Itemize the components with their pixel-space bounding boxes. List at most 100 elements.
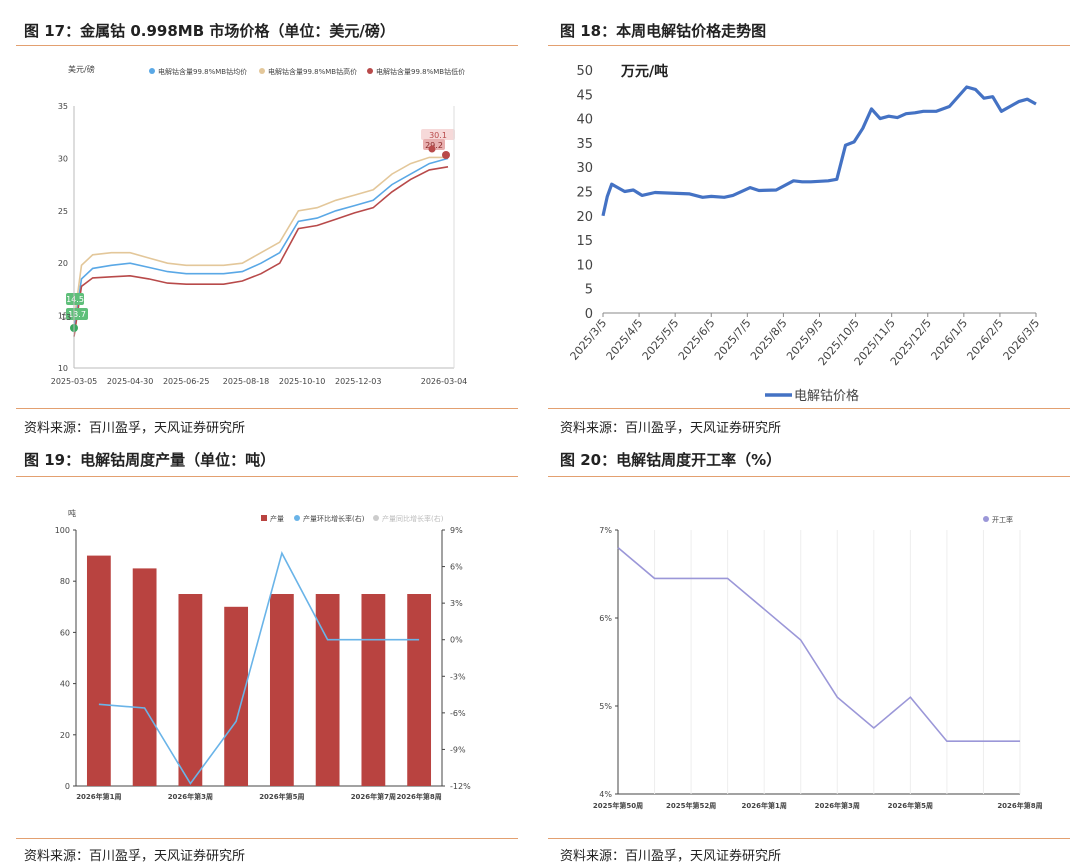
chart18-ytick: 0 bbox=[585, 307, 593, 322]
chart17-xtick: 2025-10-10 bbox=[279, 377, 326, 386]
chart18-xtick: 2025/7/5 bbox=[712, 317, 754, 363]
chart17-end-marker bbox=[428, 145, 436, 153]
chart19-ytick: 40 bbox=[60, 680, 70, 689]
chart20-ytick: 7% bbox=[599, 526, 612, 535]
chart18-series-line bbox=[601, 85, 1037, 217]
chart18-bottom-rule bbox=[548, 408, 1070, 409]
chart19-y2tick: -12% bbox=[450, 782, 471, 791]
chart18-source: 资料来源：百川盈孚，天风证券研究所 bbox=[560, 421, 782, 436]
chart17-source: 资料来源：百川盈孚，天风证券研究所 bbox=[24, 421, 246, 436]
chart18-ytick: 35 bbox=[576, 137, 593, 152]
chart17-start-label: 13 bbox=[61, 313, 71, 322]
chart17-bottom-rule bbox=[16, 408, 518, 409]
chart20-xtick: 2026年第8周 bbox=[997, 801, 1042, 810]
chart19-source: 资料来源：百川盈孚，天风证券研究所 bbox=[24, 849, 246, 864]
chart18-ytick: 45 bbox=[576, 88, 593, 103]
chart19-ytick: 80 bbox=[60, 577, 70, 586]
chart19-title-rule bbox=[16, 476, 518, 477]
chart20-ytick: 4% bbox=[599, 790, 612, 799]
chart20-source: 资料来源：百川盈孚，天风证券研究所 bbox=[560, 849, 782, 864]
chart17-legend-marker bbox=[367, 68, 373, 74]
chart19-legend-marker bbox=[261, 515, 267, 521]
chart17-end-label-box bbox=[421, 129, 455, 140]
chart19-y2tick: 6% bbox=[450, 563, 463, 572]
chart17-ytick: 35 bbox=[58, 102, 68, 111]
chart18-ytick: 50 bbox=[576, 64, 593, 79]
chart19-title: 图 19：电解钴周度产量（单位：吨） bbox=[24, 451, 276, 469]
chart19-bar bbox=[361, 594, 386, 786]
chart20-xtick: 2026年第3周 bbox=[815, 801, 860, 810]
chart19-ytick: 0 bbox=[65, 782, 70, 791]
chart18-ytick: 5 bbox=[585, 283, 593, 298]
chart17-title-rule bbox=[16, 45, 518, 46]
chart19-xtick: 2026年第1周 bbox=[76, 792, 121, 801]
chart18-xtick: 2025/5/5 bbox=[640, 317, 682, 363]
chart18-xtick: 2025/3/5 bbox=[568, 317, 610, 363]
chart17-cobalt-metal-price: 10 15 20 25 30 35 2025-03-05 2025-04-30 2025-06… bbox=[51, 64, 468, 386]
chart17-xtick: 2025-04-30 bbox=[107, 377, 154, 386]
chart17-legend-item: 电解钴含量99.8%MB钴高价 bbox=[268, 67, 357, 76]
chart17-start-label-box bbox=[66, 293, 84, 305]
chart17-end-label: 30.1 bbox=[429, 131, 447, 140]
chart18-xtick: 2025/8/5 bbox=[748, 317, 790, 363]
chart19-y2tick: -6% bbox=[450, 709, 466, 718]
chart19-y2tick: -9% bbox=[450, 745, 466, 754]
chart18-xtick: 2026/1/5 bbox=[928, 317, 970, 363]
chart17-xtick: 2025-06-25 bbox=[163, 377, 210, 386]
chart17-start-label: 13.7 bbox=[68, 310, 86, 319]
chart18-title: 图 18：本周电解钴价格走势图 bbox=[560, 22, 767, 40]
chart20-title: 图 20：电解钴周度开工率（%） bbox=[560, 451, 782, 469]
chart17-ytick: 15 bbox=[58, 312, 68, 321]
chart19-bar bbox=[224, 606, 249, 786]
chart19-weekly-output: 0 20 40 60 80 100 -12% -9% -6% -3% 0% 3% 6% 9% 2026年… bbox=[55, 508, 471, 801]
chart17-legend-marker bbox=[259, 68, 265, 74]
chart20-ytick: 5% bbox=[599, 702, 612, 711]
chart18-xtick: 2025/4/5 bbox=[604, 317, 646, 363]
chart19-ytick: 60 bbox=[60, 628, 70, 637]
chart19-ylabel: 吨 bbox=[68, 508, 76, 518]
chart17-start-label-box bbox=[66, 308, 88, 320]
chart19-xtick: 2026年第7周 bbox=[351, 792, 396, 801]
chart19-bar bbox=[132, 568, 157, 786]
chart18-ytick: 20 bbox=[576, 210, 593, 225]
chart19-growth-line bbox=[98, 551, 420, 786]
chart18-ytick: 10 bbox=[576, 258, 593, 273]
chart19-ytick: 100 bbox=[55, 526, 70, 535]
chart17-end-label-box bbox=[423, 139, 445, 150]
chart17-series-line bbox=[73, 157, 449, 330]
chart20-series-line bbox=[617, 546, 1020, 742]
chart17-series-line bbox=[73, 166, 449, 337]
chart19-y2tick: -3% bbox=[450, 672, 466, 681]
chart19-ytick: 20 bbox=[60, 731, 70, 740]
chart17-ytick: 20 bbox=[58, 259, 68, 268]
chart18-ylabel: 万元/吨 bbox=[620, 63, 668, 80]
chart17-legend-item: 电解钴含量99.8%MB钴低价 bbox=[376, 67, 465, 76]
chart19-xtick: 2026年第5周 bbox=[259, 792, 304, 801]
chart19-bar bbox=[269, 594, 294, 786]
chart19-xtick: 2026年第3周 bbox=[168, 792, 213, 801]
chart20-xtick: 2026年第5周 bbox=[888, 801, 933, 810]
chart17-xtick: 2025-03-05 bbox=[51, 377, 98, 386]
chart19-legend-item: 产量同比增长率(右) bbox=[382, 514, 444, 523]
chart20-ytick: 6% bbox=[599, 614, 612, 623]
chart20-xtick: 2025年第52周 bbox=[666, 801, 716, 810]
chart19-legend-marker bbox=[373, 515, 379, 521]
chart18-ytick: 15 bbox=[576, 234, 593, 249]
chart18-ytick: 25 bbox=[576, 186, 593, 201]
chart19-bottom-rule bbox=[16, 838, 518, 839]
chart17-title: 图 17：金属钴 0.998MB 市场价格（单位：美元/磅） bbox=[24, 22, 395, 40]
chart19-xtick: 2026年第8周 bbox=[396, 792, 441, 801]
chart20-bottom-rule bbox=[548, 838, 1070, 839]
chart18-legend-item: 电解钴价格 bbox=[794, 388, 859, 402]
chart17-xtick: 2025-08-18 bbox=[223, 377, 270, 386]
chart17-start-label: 14.5 bbox=[66, 295, 84, 304]
chart18-xtick: 2025/6/5 bbox=[676, 317, 718, 363]
chart19-bar bbox=[178, 594, 203, 786]
chart17-end-marker bbox=[442, 151, 450, 159]
chart19-legend-item: 产量环比增长率(右) bbox=[303, 514, 365, 523]
chart19-bar bbox=[407, 594, 432, 786]
chart19-legend-item: 产量 bbox=[270, 514, 284, 523]
chart18-ytick: 30 bbox=[576, 161, 593, 176]
chart19-y2tick: 3% bbox=[450, 599, 463, 608]
